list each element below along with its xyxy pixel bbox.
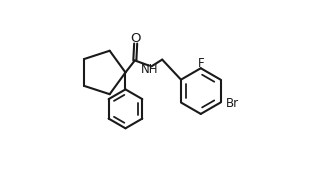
Text: NH: NH	[141, 63, 159, 76]
Text: O: O	[130, 32, 141, 45]
Text: F: F	[197, 57, 204, 70]
Text: Br: Br	[226, 97, 239, 110]
